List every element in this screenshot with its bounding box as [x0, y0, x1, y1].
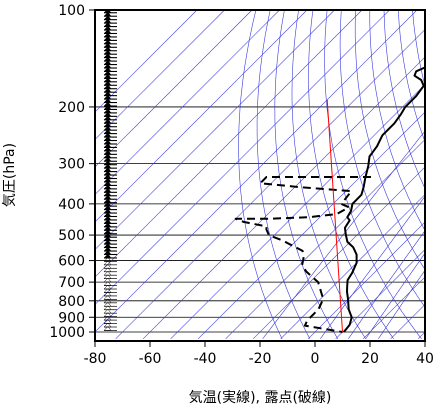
x-tick-label: -80	[84, 351, 107, 367]
plot-frame	[94, 9, 426, 342]
isotherm-line	[95, 10, 308, 223]
x-tick-label: -60	[139, 351, 162, 367]
isotherm-line	[95, 10, 418, 333]
mixing-ratio-line	[262, 130, 425, 339]
dry-adiabat-line	[308, 10, 394, 339]
y-tick-label: 1000	[49, 325, 85, 341]
isotherm-line	[225, 139, 425, 340]
dry-adiabat-line	[274, 10, 339, 339]
mixing-ratio-line	[378, 269, 425, 339]
isotherm-line	[115, 29, 425, 340]
dry-adiabat-line	[383, 10, 425, 190]
isotherm-line	[142, 56, 425, 340]
isotherm-line	[95, 10, 225, 140]
y-axis-label: 気圧(hPa)	[2, 143, 18, 207]
isotherm-line	[95, 10, 390, 305]
dry-adiabat-line	[256, 10, 311, 339]
y-tick-label: 400	[58, 197, 85, 213]
y-tick-label: 600	[58, 254, 85, 270]
x-tick-label: 40	[416, 351, 434, 367]
dry-adiabat-line	[324, 10, 422, 339]
isotherm-line	[335, 249, 425, 340]
dry-adiabat-line	[427, 10, 436, 339]
y-tick-label: 200	[58, 100, 85, 116]
y-tick-label: 700	[58, 275, 85, 291]
dry-adiabat-line	[398, 10, 425, 143]
dry-adiabat-line	[369, 10, 425, 232]
dry-adiabat-line	[354, 10, 425, 271]
x-tick-label: 0	[311, 351, 320, 367]
mixing-ratio-line	[348, 230, 425, 339]
wind-barb-flag	[103, 326, 112, 331]
isotherm-line	[252, 166, 425, 340]
isotherm-line	[95, 10, 363, 278]
x-tick-label: -20	[249, 351, 272, 367]
isotherm-line	[95, 10, 335, 250]
isotherm-line	[307, 221, 425, 340]
x-tick-label: -40	[194, 351, 217, 367]
isotherm-line	[362, 276, 425, 340]
isotherm-line	[95, 10, 198, 113]
y-tick-label: 500	[58, 228, 85, 244]
dry-adiabat-line	[291, 10, 366, 339]
isotherm-line	[280, 194, 425, 340]
x-axis-label: 気温(実線), 露点(破線)	[189, 390, 332, 406]
isotherm-line	[95, 10, 280, 195]
y-tick-label: 900	[58, 310, 85, 326]
y-tick-label: 800	[58, 294, 85, 310]
isotherm-line	[95, 10, 253, 168]
mixing-ratio-line	[365, 252, 425, 339]
isotherm-line	[197, 111, 425, 340]
x-tick-label: 20	[361, 351, 379, 367]
dry-adiabat-line	[339, 10, 425, 308]
isotherm-line	[170, 84, 425, 340]
dry-adiabat-line	[238, 10, 283, 339]
mixing-ratio-line	[320, 195, 425, 339]
parcel-line	[326, 99, 343, 333]
dewpoint-line	[234, 176, 371, 333]
temperature-line	[343, 66, 425, 333]
y-tick-label: 100	[58, 3, 85, 19]
y-tick-label: 300	[58, 157, 85, 173]
isotherm-line	[417, 331, 425, 340]
